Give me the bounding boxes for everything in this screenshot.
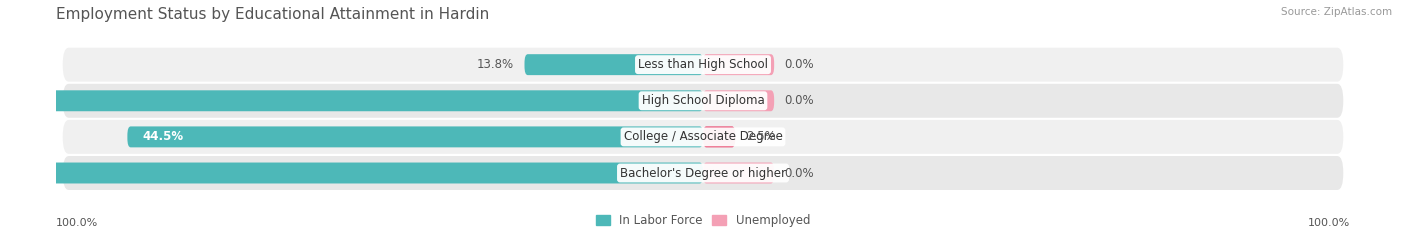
FancyBboxPatch shape (703, 54, 775, 75)
Text: Bachelor's Degree or higher: Bachelor's Degree or higher (620, 167, 786, 179)
FancyBboxPatch shape (128, 127, 703, 147)
FancyBboxPatch shape (703, 163, 775, 183)
FancyBboxPatch shape (0, 163, 703, 183)
FancyBboxPatch shape (703, 90, 775, 111)
Text: High School Diploma: High School Diploma (641, 94, 765, 107)
Text: 0.0%: 0.0% (785, 58, 814, 71)
FancyBboxPatch shape (524, 54, 703, 75)
Text: 44.5%: 44.5% (143, 130, 184, 143)
Text: Source: ZipAtlas.com: Source: ZipAtlas.com (1281, 7, 1392, 17)
FancyBboxPatch shape (703, 127, 735, 147)
Text: College / Associate Degree: College / Associate Degree (624, 130, 782, 143)
Text: Less than High School: Less than High School (638, 58, 768, 71)
Text: Employment Status by Educational Attainment in Hardin: Employment Status by Educational Attainm… (56, 7, 489, 22)
FancyBboxPatch shape (63, 84, 1343, 118)
Text: 2.5%: 2.5% (745, 130, 776, 143)
Text: 0.0%: 0.0% (785, 94, 814, 107)
Text: 13.8%: 13.8% (477, 58, 515, 71)
FancyBboxPatch shape (63, 48, 1343, 82)
FancyBboxPatch shape (63, 120, 1343, 154)
Legend: In Labor Force, Unemployed: In Labor Force, Unemployed (596, 214, 810, 227)
Text: 100.0%: 100.0% (56, 218, 98, 228)
Text: 0.0%: 0.0% (785, 167, 814, 179)
FancyBboxPatch shape (0, 90, 703, 111)
FancyBboxPatch shape (63, 156, 1343, 190)
Text: 100.0%: 100.0% (1308, 218, 1350, 228)
